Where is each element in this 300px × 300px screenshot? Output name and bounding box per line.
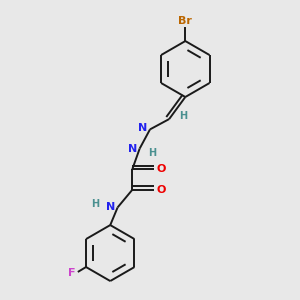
Text: Br: Br [178, 16, 192, 26]
Text: N: N [138, 123, 147, 133]
Text: O: O [157, 164, 166, 174]
Text: N: N [128, 143, 137, 154]
Text: O: O [157, 185, 166, 195]
Text: N: N [106, 202, 115, 212]
Text: H: H [179, 111, 188, 121]
Text: H: H [148, 148, 156, 158]
Text: F: F [68, 268, 76, 278]
Text: H: H [91, 199, 99, 209]
